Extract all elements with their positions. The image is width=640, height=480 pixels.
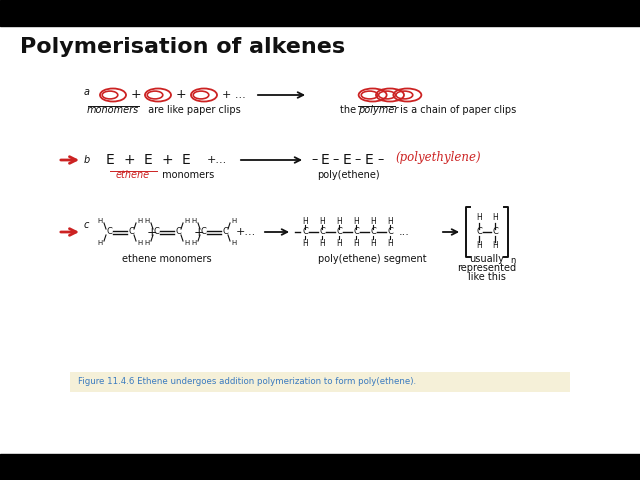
Text: +: +	[176, 88, 186, 101]
Text: –: –	[355, 154, 361, 167]
Text: –: –	[378, 154, 384, 167]
Bar	[70, 372, 570, 392]
Text: E: E	[321, 153, 330, 167]
Text: –: –	[312, 154, 318, 167]
Text: C: C	[476, 228, 482, 237]
Text: E: E	[143, 153, 152, 167]
Text: H: H	[476, 214, 482, 223]
Text: H: H	[184, 240, 189, 246]
Text: Figure 11.4.6 Ethene undergoes addition polymerization to form poly(ethene).: Figure 11.4.6 Ethene undergoes addition …	[78, 377, 416, 386]
Text: E: E	[365, 153, 373, 167]
Text: is a chain of paper clips: is a chain of paper clips	[397, 105, 516, 115]
Text: C: C	[370, 228, 376, 237]
Text: n: n	[510, 256, 515, 265]
Text: C: C	[106, 228, 112, 237]
Text: polymer: polymer	[358, 105, 398, 115]
Text: +: +	[194, 226, 204, 239]
Text: H: H	[476, 241, 482, 251]
Text: H: H	[302, 216, 308, 226]
Text: H: H	[138, 218, 143, 224]
Text: like this: like this	[468, 272, 506, 282]
Text: H: H	[302, 239, 308, 248]
Text: ethene monomers: ethene monomers	[122, 254, 212, 264]
Text: poly(ethene) segment: poly(ethene) segment	[317, 254, 426, 264]
Text: +: +	[161, 153, 173, 167]
Text: C: C	[353, 228, 359, 237]
Text: C: C	[387, 228, 393, 237]
Text: ethene: ethene	[116, 170, 150, 180]
Text: H: H	[97, 240, 102, 246]
Text: +...: +...	[207, 155, 227, 165]
Text: H: H	[336, 216, 342, 226]
Text: H: H	[145, 240, 150, 246]
Text: b: b	[84, 155, 90, 165]
Text: H: H	[145, 218, 150, 224]
Text: +: +	[123, 153, 135, 167]
Text: +: +	[147, 226, 157, 239]
Text: (polyethylene): (polyethylene)	[395, 152, 481, 165]
Text: H: H	[97, 218, 102, 224]
Bar	[0, 454, 640, 480]
Text: C: C	[302, 228, 308, 237]
Text: +: +	[131, 88, 141, 101]
Text: H: H	[353, 216, 359, 226]
Text: H: H	[184, 218, 189, 224]
Text: E: E	[182, 153, 190, 167]
Text: H: H	[387, 216, 393, 226]
Text: H: H	[191, 218, 196, 224]
Text: C: C	[128, 228, 134, 237]
Text: poly(ethene): poly(ethene)	[317, 170, 380, 180]
Text: H: H	[232, 218, 237, 224]
Text: E: E	[342, 153, 351, 167]
Text: H: H	[191, 240, 196, 246]
Text: H: H	[232, 240, 237, 246]
Text: Polymerisation of alkenes: Polymerisation of alkenes	[20, 37, 345, 57]
Text: monomers: monomers	[159, 170, 214, 180]
Text: monomers: monomers	[87, 105, 139, 115]
Text: H: H	[353, 239, 359, 248]
Text: c: c	[84, 220, 90, 230]
Text: H: H	[138, 240, 143, 246]
Text: C: C	[175, 228, 181, 237]
Text: –: –	[333, 154, 339, 167]
Text: H: H	[319, 239, 325, 248]
Text: H: H	[319, 216, 325, 226]
Text: are like paper clips: are like paper clips	[145, 105, 241, 115]
Text: H: H	[492, 214, 498, 223]
Text: H: H	[387, 239, 393, 248]
Text: +...: +...	[236, 227, 256, 237]
Text: H: H	[370, 216, 376, 226]
Text: usually: usually	[470, 254, 504, 264]
Text: represented: represented	[458, 263, 516, 273]
Text: H: H	[370, 239, 376, 248]
Text: C: C	[200, 228, 206, 237]
Text: H: H	[492, 241, 498, 251]
Text: a: a	[84, 87, 90, 97]
Text: + ...: + ...	[222, 90, 246, 100]
Text: C: C	[492, 228, 498, 237]
Text: E: E	[106, 153, 115, 167]
Text: the: the	[340, 105, 359, 115]
Text: C: C	[222, 228, 228, 237]
Text: H: H	[336, 239, 342, 248]
Text: C: C	[336, 228, 342, 237]
Text: ...: ...	[399, 227, 410, 237]
Text: C: C	[153, 228, 159, 237]
Text: C: C	[319, 228, 325, 237]
Bar	[0, 0, 640, 26]
